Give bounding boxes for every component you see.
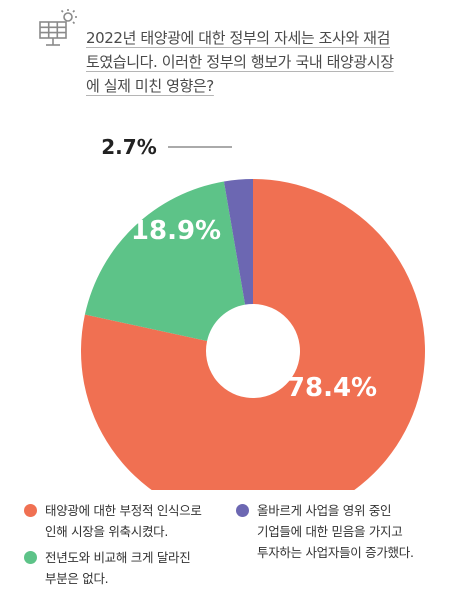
legend-increase-line-3: 투자하는 사업자들이 증가했다. — [257, 545, 414, 560]
legend-same-line-2: 부분은 없다. — [45, 571, 109, 586]
slice-shrink — [81, 179, 425, 490]
legend-shrink-line-2: 인해 시장을 위축시켰다. — [45, 524, 169, 539]
slice-same — [84, 181, 246, 342]
legend-increase-line-1: 올바르게 사업을 영위 중인 — [257, 503, 392, 518]
legend-item-shrink: 태양광에 대한 부정적 인식으로 인해 시장을 위축시켰다. — [24, 500, 202, 542]
question-line-2: 토였습니다. 이러한 정부의 행보가 국내 태양광시장 — [86, 53, 394, 71]
donut-chart: 78.4% 18.9% 2.7% — [81, 135, 425, 490]
legend-label-shrink: 태양광에 대한 부정적 인식으로 인해 시장을 위축시켰다. — [45, 500, 202, 542]
question-line-1: 2022년 태양광에 대한 정부의 자세는 조사와 재검 — [86, 29, 390, 47]
legend-label-increase: 올바르게 사업을 영위 중인 기업들에 대한 믿음을 가지고 투자하는 사업자들… — [257, 500, 414, 563]
legend-label-same: 전년도와 비교해 크게 달라진 부분은 없다. — [45, 547, 191, 589]
solar-panel-icon — [39, 9, 77, 46]
legend-swatch-shrink — [24, 504, 37, 517]
data-label-same: 18.9% — [131, 216, 221, 246]
legend: 태양광에 대한 부정적 인식으로 인해 시장을 위축시켰다. 전년도와 비교해 … — [0, 490, 458, 593]
legend-swatch-same — [24, 551, 37, 564]
question-line-3: 에 실제 미친 영향은? — [86, 77, 214, 95]
data-label-increase: 2.7% — [101, 135, 156, 159]
legend-increase-line-2: 기업들에 대한 믿음을 가지고 — [257, 524, 403, 539]
data-label-shrink: 78.4% — [287, 373, 377, 403]
legend-same-line-1: 전년도와 비교해 크게 달라진 — [45, 550, 191, 565]
question-text: 2022년 태양광에 대한 정부의 자세는 조사와 재검 토였습니다. 이러한 … — [86, 26, 446, 98]
header: 2022년 태양광에 대한 정부의 자세는 조사와 재검 토였습니다. 이러한 … — [0, 0, 458, 110]
slice-increase — [223, 179, 253, 305]
legend-swatch-increase — [236, 504, 249, 517]
legend-item-increase: 올바르게 사업을 영위 중인 기업들에 대한 믿음을 가지고 투자하는 사업자들… — [236, 500, 414, 563]
legend-shrink-line-1: 태양광에 대한 부정적 인식으로 — [45, 503, 202, 518]
legend-item-same: 전년도와 비교해 크게 달라진 부분은 없다. — [24, 547, 191, 589]
